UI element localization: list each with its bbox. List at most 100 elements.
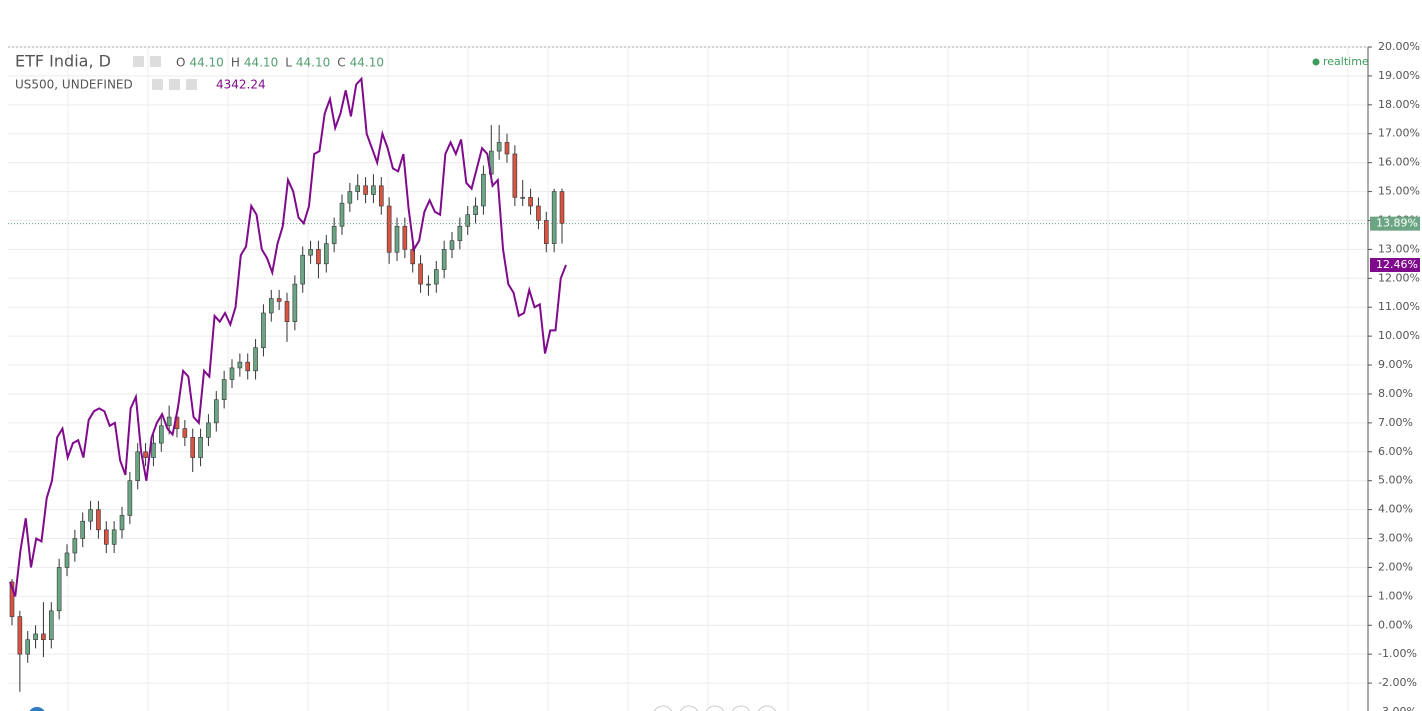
candle-body <box>433 269 439 285</box>
ohlc-key: L <box>285 56 292 70</box>
candle-body <box>166 416 172 427</box>
candle-body <box>551 191 557 244</box>
candle-body <box>418 263 423 285</box>
candle-body <box>528 197 533 207</box>
y-tick-label: 7.00% <box>1378 416 1413 429</box>
candle-body <box>371 185 376 195</box>
candle-body <box>331 225 337 244</box>
candle-body <box>261 312 266 348</box>
candle-body <box>426 283 431 286</box>
y-tick-label: -1.00% <box>1378 647 1417 660</box>
candle-body <box>119 515 125 531</box>
candle-body <box>221 379 227 401</box>
y-tick-label: 1.00% <box>1378 589 1413 602</box>
candle-body <box>481 173 486 207</box>
y-tick-label: 3.00% <box>1378 532 1413 545</box>
candle-body <box>465 214 471 227</box>
candle-body <box>111 529 117 545</box>
y-tick-label: 19.00% <box>1378 69 1420 82</box>
candle-body <box>512 153 518 198</box>
candle-body <box>182 428 188 438</box>
candle-body <box>72 538 78 554</box>
y-tick-label: -2.00% <box>1378 676 1417 689</box>
icon[interactable] <box>133 56 144 67</box>
y-tick-label: 2.00% <box>1378 560 1413 573</box>
compare-price: 4342.24 <box>216 78 266 92</box>
ohlc-value: 44.10 <box>296 56 330 70</box>
y-tick-label: 20.00% <box>1378 40 1420 53</box>
y-tick-label: 16.00% <box>1378 156 1420 169</box>
candle-body <box>9 581 15 617</box>
candle-body <box>158 425 164 444</box>
candle-body <box>292 283 298 322</box>
candle-body <box>473 205 478 215</box>
icon[interactable] <box>150 56 161 67</box>
candle-body <box>276 298 282 302</box>
candle-body <box>80 520 86 539</box>
y-tick-label: -3.00% <box>1378 705 1417 711</box>
ohlc-value: 44.10 <box>189 56 223 70</box>
candle-body <box>323 243 329 265</box>
candle-body <box>339 202 345 227</box>
candle-body <box>245 361 251 372</box>
y-axis: -3.00% -2.00% -1.00% 0.00% 1.00% 2.00% 3.00% 4.… <box>1368 40 1420 711</box>
candle-body <box>504 142 510 155</box>
candle-body <box>378 185 384 207</box>
compare-name: US500, UNDEFINED <box>15 78 133 92</box>
candle-body <box>213 399 219 424</box>
y-tick-label: 13.00% <box>1378 242 1420 255</box>
ohlc-value: 44.10 <box>350 56 384 70</box>
y-tick-label: 15.00% <box>1378 185 1420 198</box>
candle-body <box>457 225 463 242</box>
toolbar <box>653 705 777 711</box>
price-tag-label: 13.89% <box>1376 217 1418 230</box>
candle-body <box>559 191 565 224</box>
candle-body <box>363 185 368 195</box>
candle-body <box>402 225 408 250</box>
candle-body <box>284 301 290 322</box>
chart-title: ETF India, D <box>15 52 111 71</box>
grid <box>8 46 1368 711</box>
candle-body <box>48 610 54 641</box>
y-tick-label: 5.00% <box>1378 474 1413 487</box>
price-tag <box>1370 258 1420 273</box>
ohlc-key: H <box>231 56 240 70</box>
y-tick-label: 17.00% <box>1378 127 1420 140</box>
candle-body <box>88 509 93 522</box>
y-tick-label: 6.00% <box>1378 445 1413 458</box>
status-dot <box>1312 58 1320 66</box>
status: realtime <box>1323 55 1369 68</box>
candle-body <box>33 633 38 641</box>
y-tick-label: 8.00% <box>1378 387 1413 400</box>
candle-body <box>441 249 447 270</box>
ohlc-key: C <box>337 56 345 70</box>
candle-body <box>308 249 313 256</box>
candle-body <box>449 240 455 250</box>
icon[interactable] <box>152 79 163 90</box>
price-tag-label: 12.46% <box>1376 258 1418 271</box>
candle-body <box>300 254 306 285</box>
y-tick-label: 9.00% <box>1378 358 1413 371</box>
candle-body <box>190 437 196 458</box>
candle-body <box>143 451 148 458</box>
candle-body <box>103 529 109 545</box>
y-tick-label: 4.00% <box>1378 503 1413 516</box>
compare-line <box>9 76 567 597</box>
plot <box>8 76 1368 692</box>
candle-body <box>410 249 416 265</box>
candle-body <box>253 347 258 372</box>
candle-body <box>386 205 392 253</box>
candle-body <box>496 142 502 152</box>
price-tag <box>1370 216 1420 231</box>
ohlc-value: 44.10 <box>244 56 278 70</box>
candle-body <box>25 639 31 655</box>
icon[interactable] <box>186 79 197 90</box>
logo <box>29 707 45 711</box>
candle-body <box>316 249 321 265</box>
y-tick-label: 12.00% <box>1378 271 1420 284</box>
candle-body <box>355 185 361 192</box>
candle-body <box>543 220 549 244</box>
icon[interactable] <box>169 79 180 90</box>
